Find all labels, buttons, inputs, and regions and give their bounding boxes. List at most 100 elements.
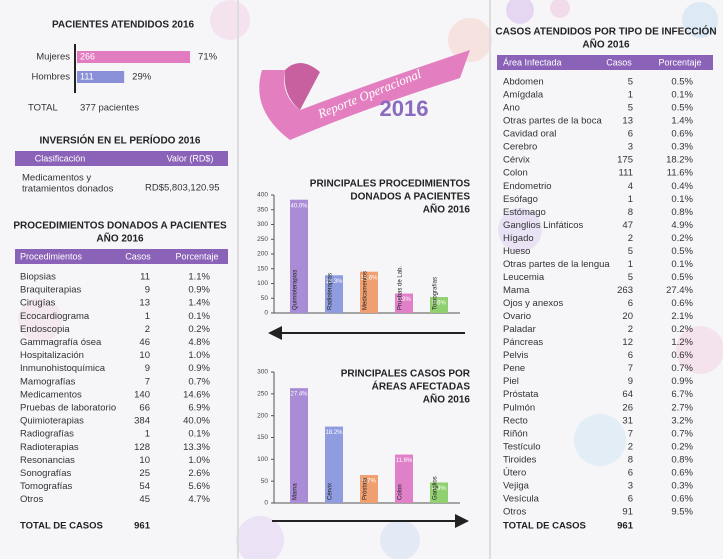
table-cell: 0.4%: [671, 181, 693, 192]
y-tick-label: 200: [257, 251, 268, 258]
bar: [325, 275, 343, 313]
table-cell: Páncreas: [503, 337, 543, 348]
circle: [506, 0, 534, 24]
table-cell: Inmunohistoquímica: [20, 363, 106, 374]
table-cell: 4: [628, 181, 633, 192]
chart-title: PRINCIPALES CASOS POR: [341, 369, 471, 380]
table-cell: Hígado: [503, 233, 534, 244]
table-cell: 6: [628, 467, 633, 478]
table-cell: 0.6%: [671, 298, 693, 309]
table-cell: 6: [628, 350, 633, 361]
table-cell: 6: [628, 298, 633, 309]
chart-title: AÑO 2016: [423, 203, 471, 216]
header-cell: Casos: [606, 57, 632, 67]
table-cell: Tiroides: [503, 454, 537, 465]
y-tick-label: 50: [261, 295, 269, 302]
y-tick-label: 0: [264, 310, 268, 317]
bar: [360, 475, 378, 503]
table-cell: 2: [628, 233, 633, 244]
table-cell: Próstata: [503, 389, 539, 400]
table-cell: Cérvix: [503, 155, 530, 166]
y-tick-label: 0: [264, 500, 268, 507]
table-title: CASOS ATENDIDOS POR TIPO DE INFECCIÓN: [495, 25, 716, 38]
table-cell: Pelvis: [503, 350, 529, 361]
table-cell: 0.5%: [671, 103, 693, 114]
table-cell: 13: [622, 116, 633, 127]
table-cell: 13.3%: [183, 442, 210, 453]
table-cell: 46: [139, 337, 150, 348]
table-cell: Medicamentos: [20, 389, 82, 400]
bar-label: 11.6%: [396, 458, 413, 464]
table-cell: Endoscopia: [20, 324, 70, 335]
table-cell: 9: [145, 285, 150, 296]
table-cell: Pene: [503, 363, 525, 374]
circle: [550, 0, 570, 18]
category-label: Mujeres: [36, 52, 70, 63]
category-label: Cérvix: [328, 483, 334, 500]
table-cell: 0.9%: [188, 363, 210, 374]
table-cell: 4.8%: [188, 337, 210, 348]
y-tick-label: 350: [257, 206, 268, 213]
table-cell: Cavidad oral: [503, 129, 556, 140]
table-cell: Endometrio: [503, 181, 552, 192]
table-cell: Hueso: [503, 246, 530, 257]
table-cell: Estómago: [503, 207, 546, 218]
value-label: 111: [80, 71, 94, 81]
table-cell: 263: [617, 285, 633, 296]
y-tick-label: 200: [257, 412, 268, 419]
table-cell: Recto: [503, 415, 528, 426]
table-cell: Otras partes de la lengua: [503, 259, 610, 270]
table-cell: 4.9%: [671, 220, 693, 231]
banner-year: 2016: [380, 96, 429, 121]
table-cell: Colon: [503, 168, 528, 179]
table-cell: Ojos y anexos: [503, 298, 563, 309]
table-title: AÑO 2016: [96, 232, 144, 245]
table-cell: 2.6%: [188, 468, 210, 479]
bar: [290, 388, 308, 503]
decor-circles: [18, 0, 723, 559]
table-cell: 5: [628, 272, 633, 283]
table-cell: 6.9%: [188, 403, 210, 414]
table-cell: RD$5,803,120.95: [145, 183, 219, 194]
table-cell: 2: [628, 441, 633, 452]
table-cell: 8: [628, 207, 633, 218]
table-cell: Ovario: [503, 311, 531, 322]
table-cell: Biopsias: [20, 272, 56, 283]
table-cell: 0.6%: [671, 350, 693, 361]
header-cell: Clasificación: [35, 153, 86, 163]
y-tick-label: 250: [257, 391, 268, 398]
table-cell: 1: [145, 429, 150, 440]
bar: [325, 426, 343, 503]
table-header: [15, 249, 228, 264]
total-label: TOTAL: [28, 103, 58, 114]
bar-label: 14.6%: [360, 275, 378, 281]
table-cell: Cerebro: [503, 142, 537, 153]
table-cell: 7: [628, 428, 633, 439]
bar-label: 6.9%: [397, 297, 411, 303]
bar-label: 6.7%: [362, 479, 376, 485]
ribbon-loop: [284, 62, 320, 110]
table-cell: Resonancias: [20, 455, 75, 466]
bar: [395, 293, 413, 313]
y-tick-label: 300: [257, 369, 268, 376]
table-cell: 3: [628, 142, 633, 153]
table-cell: Abdomen: [503, 77, 544, 88]
table-cell: 175: [617, 155, 633, 166]
table-cell: Otros: [20, 494, 43, 505]
category-label: Hombres: [31, 72, 70, 83]
table-cell: 10: [139, 455, 150, 466]
circle: [236, 516, 284, 559]
value-label: 266: [80, 51, 95, 61]
table-cell: 40.0%: [183, 416, 210, 427]
table-cell: 5: [628, 246, 633, 257]
table-cell: 0.5%: [671, 272, 693, 283]
table-cell: Cirugías: [20, 298, 56, 309]
chart-title: AÑO 2016: [423, 393, 471, 406]
table-cell: 7: [628, 363, 633, 374]
table-cell: 0.6%: [671, 467, 693, 478]
table-cell: 10: [139, 350, 150, 361]
total-value: 961: [617, 521, 634, 532]
table-cell: 4.7%: [188, 494, 210, 505]
table-cell: Ecocardiograma: [20, 311, 90, 322]
